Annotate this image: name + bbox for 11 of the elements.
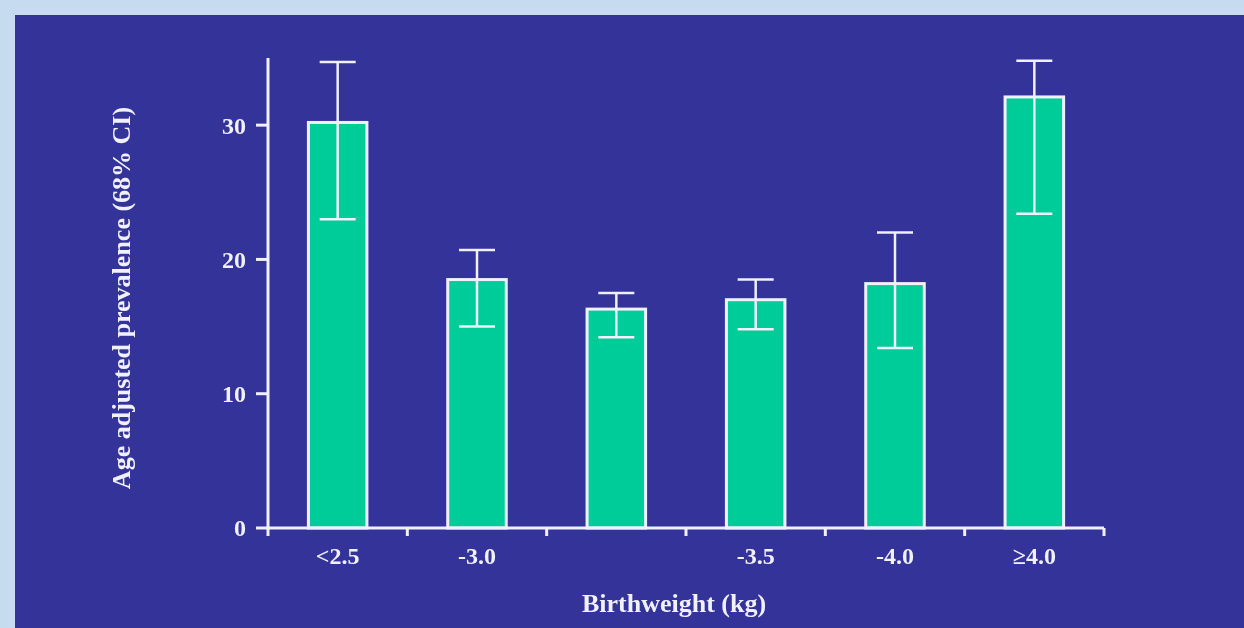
x-tick-label: -3.0 (458, 543, 496, 569)
x-tick-label: <2.5 (315, 543, 360, 569)
x-tick-label: -3.5 (736, 543, 775, 569)
x-tick-label: -4.0 (876, 543, 914, 569)
y-tick-label: 30 (222, 112, 246, 139)
y-axis-title: Age adjusted prevalence (68% CI) (107, 106, 136, 490)
y-tick-label: 10 (222, 381, 246, 408)
y-tick-label: 20 (222, 246, 246, 273)
x-axis-title: Birthweight (kg) (581, 589, 767, 618)
y-tick-label: 0 (234, 515, 246, 542)
x-tick-label: ≥4.0 (1012, 543, 1056, 569)
